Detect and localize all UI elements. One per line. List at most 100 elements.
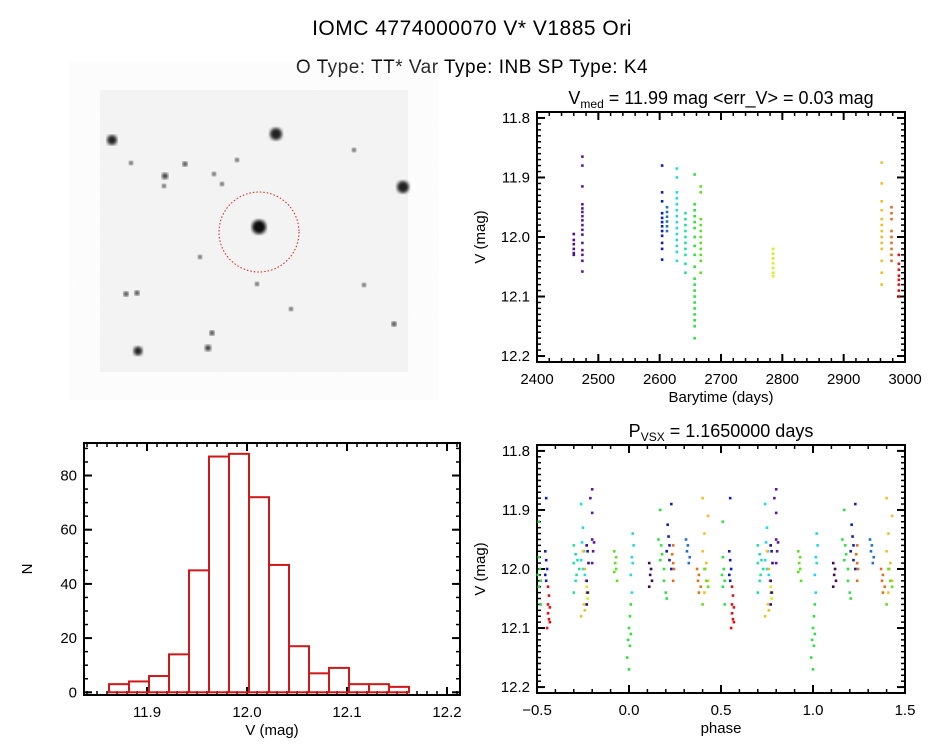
data-point — [699, 241, 703, 245]
x-tick-label: 2600 — [643, 371, 676, 388]
data-point — [665, 205, 669, 209]
data-point — [574, 579, 577, 583]
data-point — [854, 502, 857, 506]
data-point — [699, 235, 703, 239]
y-tick-label: 12.0 — [501, 561, 530, 578]
data-point — [699, 253, 703, 257]
data-point — [684, 247, 687, 251]
data-point — [575, 573, 578, 577]
data-point — [627, 668, 631, 671]
data-point — [850, 523, 853, 527]
data-point — [546, 585, 550, 589]
data-point — [813, 573, 817, 577]
data-point — [813, 632, 817, 636]
data-point — [880, 182, 883, 185]
data-point — [887, 567, 890, 571]
data-point — [880, 229, 883, 233]
data-point — [762, 567, 765, 571]
data-point — [685, 549, 689, 553]
x-tick-label: 1.0 — [803, 702, 824, 719]
data-point — [809, 656, 813, 659]
data-point — [687, 561, 691, 565]
data-point — [578, 567, 581, 571]
x-tick-label: 11.9 — [133, 704, 161, 721]
y-tick-label: 80 — [60, 468, 77, 485]
data-point — [544, 579, 548, 583]
data-point — [675, 259, 679, 263]
data-point — [732, 606, 736, 609]
data-point — [546, 611, 550, 615]
data-point — [763, 558, 767, 562]
data-point — [881, 573, 885, 577]
data-point — [581, 155, 584, 158]
data-point — [855, 579, 859, 583]
data-point — [880, 208, 883, 212]
histogram-bar — [168, 653, 190, 694]
data-point — [581, 233, 584, 236]
data-point — [767, 609, 771, 612]
data-point — [842, 508, 846, 512]
data-point — [693, 295, 696, 298]
data-point — [581, 223, 584, 227]
y-axis-label: V (mag) — [472, 210, 489, 263]
data-point — [627, 626, 631, 630]
data-point — [890, 217, 893, 221]
data-point — [703, 532, 706, 535]
data-point — [872, 555, 876, 559]
data-point — [675, 232, 679, 236]
data-point — [890, 514, 894, 518]
data-point — [870, 544, 874, 547]
data-point — [763, 614, 767, 618]
data-point — [769, 603, 772, 606]
data-point — [815, 561, 818, 565]
data-point — [631, 561, 634, 565]
data-point — [693, 283, 696, 286]
data-point — [770, 597, 773, 600]
data-point — [668, 558, 671, 562]
data-point — [684, 229, 687, 233]
data-point — [660, 199, 664, 203]
data-point — [686, 544, 690, 547]
plot-title: PVSX = 1.1650000 days — [629, 421, 814, 444]
star — [362, 283, 366, 287]
data-point — [665, 210, 669, 214]
data-point — [814, 591, 818, 594]
data-point — [684, 223, 687, 227]
data-point — [579, 502, 583, 506]
data-point — [756, 591, 760, 594]
data-point — [630, 555, 634, 559]
star — [212, 172, 216, 176]
data-point — [727, 573, 731, 577]
star — [162, 173, 168, 179]
data-point — [897, 262, 901, 266]
data-point — [766, 603, 770, 606]
x-tick-label: 12.2 — [432, 704, 461, 721]
data-point — [684, 538, 688, 541]
histogram-plot: 11.9 12.0 12.1 12.2 0 20 40 60 80 V (mag) N — [19, 442, 462, 739]
y-tick-label: 12.2 — [501, 679, 530, 696]
data-point — [590, 538, 594, 541]
histogram-bar — [288, 645, 310, 694]
star — [209, 330, 215, 336]
data-point — [880, 235, 883, 239]
data-point — [630, 591, 634, 594]
data-point — [688, 555, 692, 559]
data-point — [581, 259, 584, 263]
data-point — [629, 573, 633, 577]
data-point — [832, 573, 836, 577]
x-tick-label: 2700 — [704, 371, 737, 388]
star — [397, 181, 409, 193]
data-point — [798, 567, 802, 571]
data-point — [585, 579, 588, 583]
data-point — [572, 561, 576, 565]
data-point — [628, 614, 632, 618]
data-point — [774, 511, 778, 515]
data-point — [665, 229, 669, 233]
y-tick-label: 12.1 — [501, 289, 530, 306]
data-point — [693, 336, 696, 340]
data-point — [581, 228, 584, 232]
data-point — [648, 573, 652, 577]
data-point — [613, 561, 617, 565]
data-point — [833, 567, 837, 571]
data-point — [615, 579, 619, 583]
